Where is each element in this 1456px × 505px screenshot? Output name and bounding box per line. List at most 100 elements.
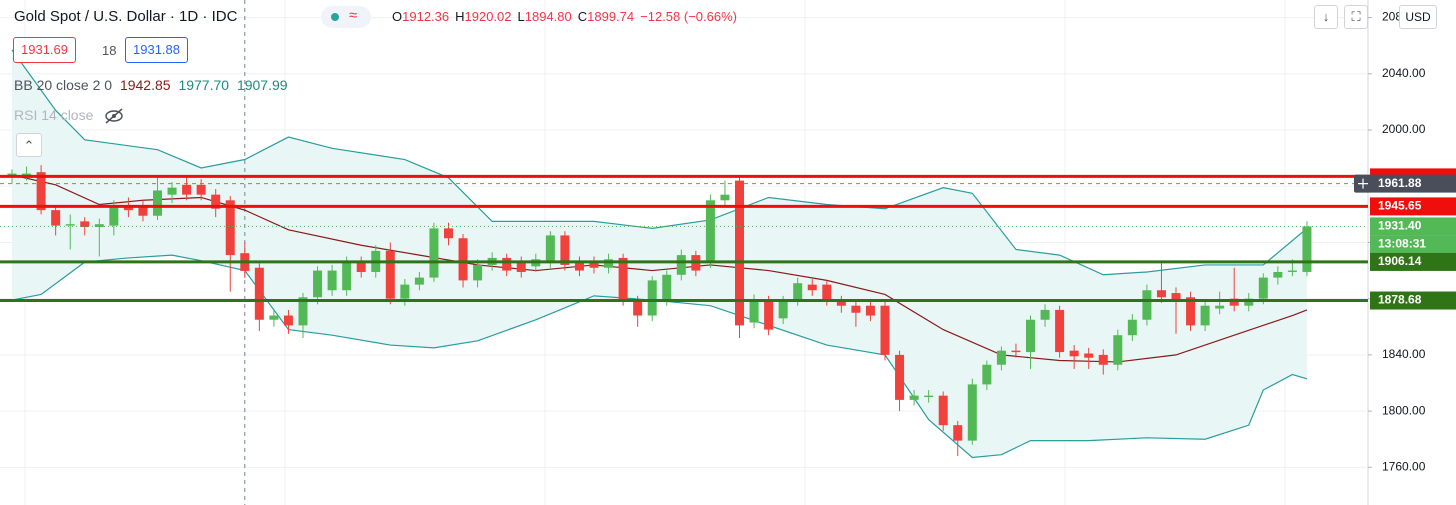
candle-body	[1127, 319, 1137, 336]
candle-body	[749, 300, 759, 323]
candle-body	[196, 184, 206, 195]
candle-body	[895, 354, 905, 400]
ohlc-readout: O1912.36 H1920.02 L1894.80 C1899.74 −12.58 (…	[392, 9, 737, 24]
candle-body	[1258, 277, 1268, 299]
candle-body	[414, 277, 424, 285]
ohlc-label: C	[577, 9, 588, 24]
candle-body	[1098, 354, 1108, 365]
ohlc-label: O	[392, 9, 403, 24]
candle-body	[327, 270, 337, 291]
ohlc-value: 1920.02	[464, 9, 512, 24]
candle-body	[720, 194, 730, 201]
candle-body	[880, 305, 890, 355]
candle-body	[516, 262, 526, 272]
candle-body	[36, 172, 46, 211]
currency-button[interactable]: USD	[1399, 5, 1437, 29]
spread: 18	[102, 43, 117, 58]
change: −12.58 (−0.66%)	[640, 9, 737, 24]
y-tick-label: 1840.00	[1382, 347, 1426, 361]
y-tick-label: 1760.00	[1382, 460, 1426, 474]
band-fill	[12, 49, 1307, 458]
candle-body	[1113, 335, 1123, 365]
bid-chip[interactable]: 1931.69	[13, 37, 76, 63]
candle-body	[342, 262, 352, 291]
candle-body	[225, 200, 235, 256]
candle-body	[662, 274, 672, 301]
candle-body	[313, 270, 323, 298]
candle-body	[807, 284, 817, 291]
candle-body	[865, 305, 875, 316]
candle-body	[502, 257, 512, 271]
candle-body	[167, 187, 177, 195]
plot	[0, 0, 1368, 505]
candle-body	[1171, 293, 1181, 301]
candle-body	[1084, 353, 1094, 358]
candle-body	[356, 262, 366, 272]
candle-body	[109, 205, 119, 226]
bb-legend: BB 20 close 2 0 1942.85 1977.70 1907.99	[14, 77, 288, 93]
candle-body	[1200, 305, 1210, 326]
ohlc-label: H	[455, 9, 465, 24]
candle-body	[473, 264, 483, 281]
bb-name: BB 20 close 2 0	[14, 77, 113, 93]
ohlc-value: 1912.36	[402, 9, 450, 24]
level-label-bg	[1370, 197, 1456, 216]
candle-body	[1287, 270, 1297, 272]
candle-body	[938, 395, 948, 426]
candle-body	[1229, 298, 1239, 306]
fullscreen-button[interactable]: ⛶	[1344, 5, 1368, 29]
level-label: 1878.68	[1378, 293, 1422, 307]
y-tick-label: 1800.00	[1382, 403, 1426, 417]
candle-body	[94, 224, 104, 227]
crosshair-label-bg	[1370, 174, 1456, 193]
y-tick-label: 2000.00	[1382, 122, 1426, 136]
candle-body	[851, 305, 861, 313]
ohlc-label: L	[517, 9, 525, 24]
scroll-button[interactable]: ↓	[1314, 5, 1338, 29]
bb-lower	[11, 254, 1308, 459]
status-chip[interactable]: ≈	[321, 6, 371, 28]
candle-body	[793, 283, 803, 301]
candle-body	[574, 262, 584, 271]
candle-body	[182, 184, 192, 195]
symbol-title: Gold Spot / U.S. Dollar · 1D · IDC	[14, 8, 238, 25]
candle-body	[1011, 350, 1021, 353]
candle-body	[822, 284, 832, 301]
candle-body	[80, 221, 90, 227]
candle-body	[65, 224, 75, 226]
candle-body	[429, 228, 439, 278]
hidden-icon[interactable]	[103, 108, 125, 124]
candle-body	[1244, 298, 1254, 306]
candle-body	[283, 315, 293, 326]
candle-body	[123, 205, 133, 211]
candle-body	[1273, 271, 1283, 278]
level-label: 1945.65	[1378, 199, 1422, 213]
candle-body	[647, 280, 657, 316]
bb-lower: 1907.99	[236, 77, 288, 93]
candle-body	[676, 255, 686, 275]
level-label-bg	[1370, 252, 1456, 271]
candle-body	[764, 300, 774, 330]
level-label-bg	[1370, 291, 1456, 310]
candle-body	[909, 395, 919, 400]
ask-chip[interactable]: 1931.88	[125, 37, 188, 63]
rsi-legend: RSI 14 close	[14, 107, 125, 124]
last-price-label: 1931.40	[1378, 219, 1422, 233]
candle-body	[953, 425, 963, 441]
candle-body	[1055, 309, 1065, 353]
candle-body	[735, 180, 744, 326]
candle-body	[1026, 319, 1035, 353]
ohlc-value: 1894.80	[524, 9, 572, 24]
candle-body	[1215, 305, 1225, 309]
countdown-label: 13:08:31	[1378, 237, 1426, 251]
candle-body	[138, 205, 148, 216]
candle-body	[254, 267, 264, 320]
last-price-label-bg	[1370, 217, 1456, 236]
bb-basis: 1942.85	[119, 77, 171, 93]
candle-body	[633, 300, 643, 316]
candle-body	[589, 262, 599, 268]
add-icon	[1358, 178, 1368, 189]
collapse-button[interactable]: ⌃	[16, 133, 42, 157]
candle-body	[1156, 290, 1166, 298]
